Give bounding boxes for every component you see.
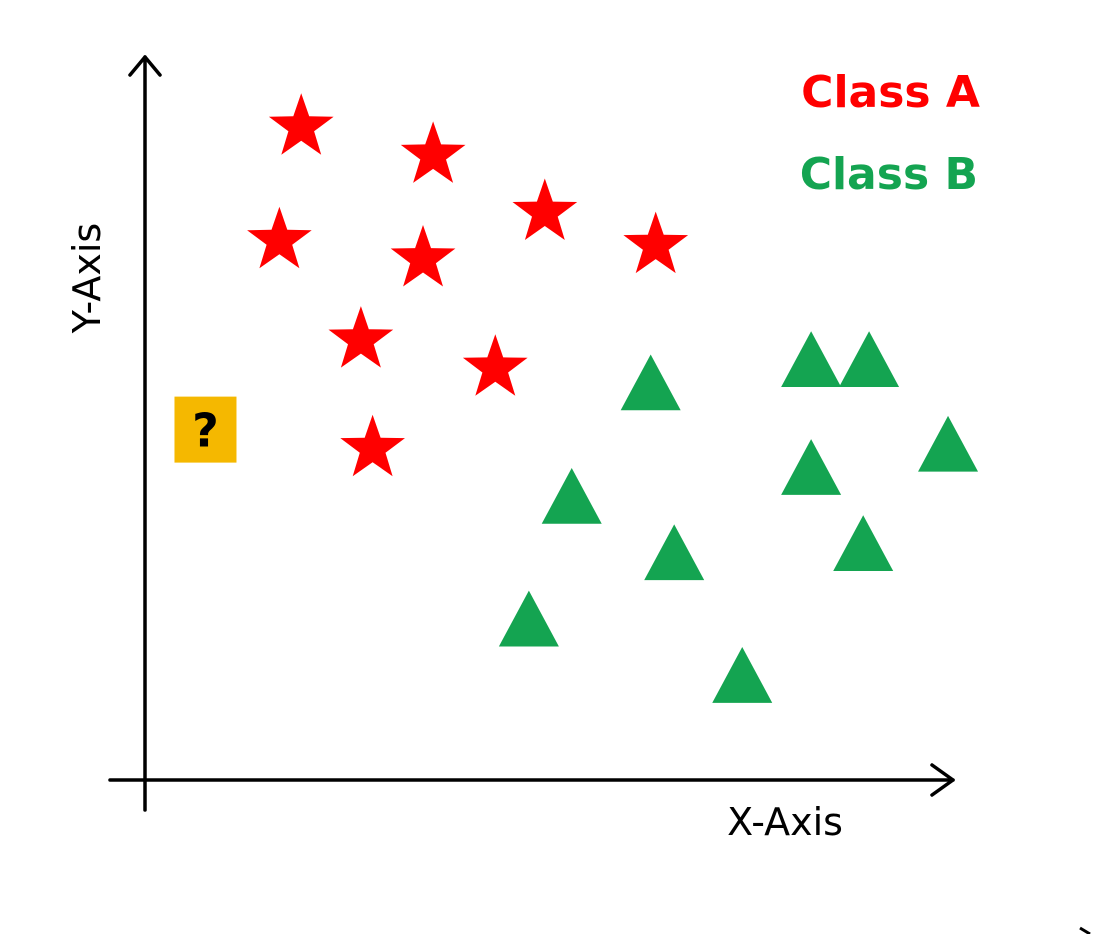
class-b-triangle-point: [918, 415, 979, 472]
y-axis-label: Y-Axis: [65, 223, 109, 334]
class-a-star-point: [512, 178, 578, 240]
class-a-star-point: [400, 121, 466, 183]
class-b-triangle-point: [833, 515, 894, 572]
class-b-triangle-point: [712, 647, 773, 703]
class-a-star-point: [247, 206, 312, 269]
class-b-triangle-point: [781, 439, 842, 495]
legend-entry-class-b: Class B: [800, 149, 978, 200]
x-axis-arrowhead: [930, 763, 955, 797]
class-a-star-point: [328, 306, 394, 368]
y-axis-arrowhead: [128, 55, 162, 77]
class-a-star-point: [623, 211, 689, 274]
class-a-star-point: [462, 334, 528, 396]
query-box: [174, 396, 237, 463]
legend-entry-class-a: Class A: [801, 67, 980, 118]
data-points: [247, 93, 979, 703]
class-b-triangle-point: [781, 331, 842, 388]
class-b-triangle-point: [839, 331, 900, 388]
class-b-triangle-point: [620, 354, 681, 411]
x-axis-label: X-Axis: [727, 800, 843, 844]
class-b-triangle-point: [541, 467, 602, 524]
class-a-star-point: [340, 414, 405, 477]
corner-arrow-fragment: [1079, 926, 1091, 934]
legend: Class A Class B: [800, 67, 980, 200]
query-point: ?: [174, 396, 237, 463]
query-mark: ?: [192, 404, 219, 458]
class-b-triangle-point: [644, 524, 705, 581]
class-a-star-point: [268, 93, 334, 155]
class-a-star-point: [390, 225, 456, 287]
axes: [108, 55, 955, 812]
class-b-triangle-point: [498, 590, 559, 647]
